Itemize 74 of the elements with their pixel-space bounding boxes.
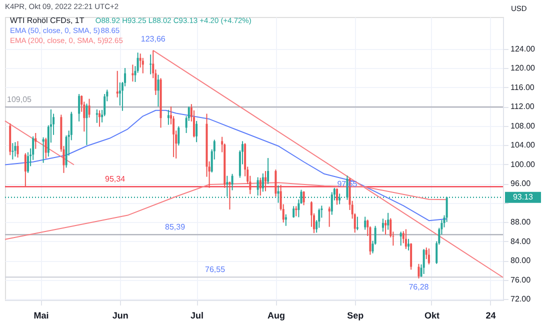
ref-line-label: 95,34: [105, 174, 126, 184]
candlestick: [428, 248, 430, 265]
line-series: [4, 110, 448, 222]
candlestick: [86, 103, 88, 146]
y-tick-label: 84.00: [510, 236, 532, 246]
candlestick: [422, 248, 425, 275]
candlestick: [408, 238, 410, 251]
candlestick: [98, 110, 100, 128]
candlestick: [157, 74, 160, 108]
candlestick: [356, 216, 358, 231]
x-tick-label: Jul: [190, 310, 204, 320]
candlestick: [364, 216, 366, 230]
candlestick: [404, 228, 407, 250]
candlestick: [44, 137, 47, 159]
candlestick: [295, 206, 298, 217]
candlestick: [178, 126, 180, 146]
candlestick: [26, 152, 29, 174]
ref-line-label: 93.13: [512, 192, 534, 202]
annotation: 123,66: [140, 34, 166, 44]
y-tick-label: 88.00: [510, 218, 532, 227]
ref-line-label: 76,55: [205, 265, 226, 274]
y-tick-label: 112.00: [510, 102, 535, 112]
candlestick: [14, 142, 16, 158]
candlestick: [42, 136, 44, 164]
ref-line-label: 85,39: [165, 222, 186, 232]
candlestick: [387, 212, 390, 230]
candlestick: [302, 190, 305, 206]
y-tick-label: 108.00: [510, 121, 536, 130]
candlestick: [267, 158, 270, 185]
candlestick: [228, 181, 231, 210]
y-tick-label: 80.00: [510, 256, 532, 266]
y-tick-label: 76.00: [510, 275, 532, 284]
y-tick-label: 116.00: [510, 82, 535, 92]
y-tick-label: 104.00: [510, 140, 536, 150]
y-tick-label: 96.00: [510, 179, 532, 188]
candlestick: [410, 242, 412, 270]
candlestick: [231, 173, 234, 191]
candlestick: [384, 220, 387, 236]
candlestick: [116, 70, 118, 98]
y-tick-label: 100.00: [510, 160, 536, 169]
chart-title: WTI Rohöl CFDs, 1T: [10, 16, 84, 25]
candlestick: [88, 98, 90, 118]
candlestick: [336, 188, 338, 206]
x-tick-label: Aug: [267, 310, 285, 320]
candlestick: [262, 172, 264, 192]
candlestick: [284, 214, 287, 226]
candlestick: [318, 208, 320, 228]
annotation: 76,28: [408, 282, 430, 292]
annotation: 109,05: [7, 95, 32, 104]
candlestick: [150, 54, 152, 75]
candlestick: [142, 57, 144, 74]
candlestick: [259, 177, 262, 196]
x-tick-label: Okt: [424, 310, 440, 320]
x-tick-label: Sep: [347, 310, 364, 320]
candlestick: [400, 231, 402, 246]
candlestick: [78, 94, 80, 122]
candlestick: [328, 206, 330, 228]
x-tick-label: Jun: [112, 310, 128, 320]
y-tick-label: 124.00: [510, 44, 536, 54]
x-tick-label: Mai: [34, 310, 49, 320]
candlestick: [167, 109, 170, 126]
candlestick: [274, 169, 277, 198]
candlestick: [264, 170, 266, 192]
candlestick: [382, 218, 384, 232]
candlestick: [418, 263, 420, 279]
candlestick: [24, 152, 26, 188]
y-tick-label: 72.00: [510, 294, 532, 304]
y-tick-label: 120.00: [510, 64, 536, 73]
candlestick: [196, 120, 198, 143]
candlestick: [16, 140, 19, 158]
candlestick: [292, 206, 295, 218]
candlestick: [277, 184, 280, 204]
x-tick-label: 24: [486, 310, 496, 320]
candlestick: [12, 142, 14, 160]
